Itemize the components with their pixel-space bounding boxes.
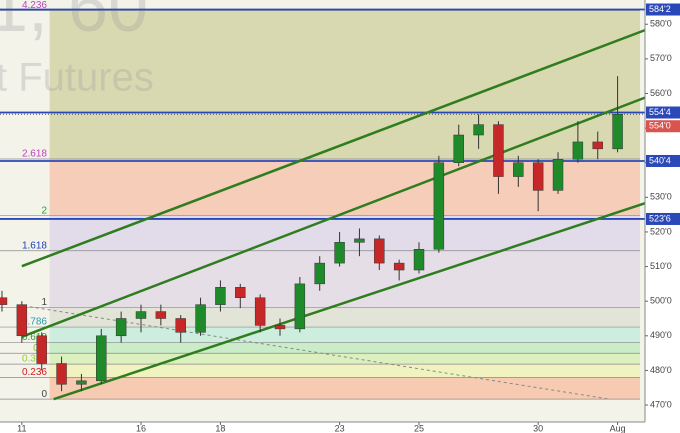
level-label: 523'6 bbox=[649, 213, 671, 223]
candle-body bbox=[572, 141, 584, 160]
candle-body bbox=[612, 113, 623, 150]
fib-zone bbox=[49, 353, 640, 365]
candle-body bbox=[294, 283, 306, 330]
fib-label: 0.786 bbox=[22, 317, 47, 328]
candle-body bbox=[393, 262, 405, 271]
candle-body bbox=[314, 262, 325, 285]
fib-zone bbox=[49, 364, 640, 378]
channel-line bbox=[21, 96, 646, 339]
y-tick-label: 510'0 bbox=[650, 261, 672, 271]
y-tick-label: 500'0 bbox=[650, 296, 672, 306]
candle-body bbox=[532, 162, 544, 191]
watermark: t Futures bbox=[0, 56, 154, 100]
level-label: 540'4 bbox=[649, 155, 671, 165]
y-tick-label: 570'0 bbox=[650, 53, 672, 63]
fib-label: 2.618 bbox=[22, 149, 47, 160]
candle-body bbox=[235, 287, 246, 298]
fib-zone bbox=[49, 158, 640, 216]
fib-zone bbox=[49, 377, 640, 400]
y-tick-label: 470'0 bbox=[650, 399, 672, 409]
fib-label: 0.236 bbox=[22, 367, 47, 378]
fib-label: 1 bbox=[41, 297, 47, 308]
channel-line bbox=[21, 28, 646, 268]
fib-zone bbox=[49, 10, 640, 159]
y-tick-label: 560'0 bbox=[650, 88, 672, 98]
candle-body bbox=[513, 162, 524, 177]
x-tick-label: 11 bbox=[17, 423, 26, 433]
candle-body bbox=[96, 335, 107, 382]
candle-body bbox=[254, 297, 266, 326]
fib-zone bbox=[49, 327, 640, 343]
fib-label: 0 bbox=[41, 389, 47, 400]
fib-label: 1.618 bbox=[22, 240, 47, 251]
candle-body bbox=[274, 325, 286, 330]
candle-body bbox=[175, 318, 186, 333]
candle-body bbox=[374, 238, 385, 264]
candle-body bbox=[16, 304, 28, 337]
fib-zone bbox=[49, 215, 640, 251]
candle-body bbox=[36, 335, 47, 364]
y-tick-label: 480'0 bbox=[650, 365, 672, 375]
candle-body bbox=[493, 124, 504, 177]
candle-body bbox=[56, 363, 67, 385]
level-label: 554'4 bbox=[649, 107, 671, 117]
level-box bbox=[646, 154, 680, 167]
candle-body bbox=[413, 249, 425, 271]
candle-body bbox=[473, 124, 484, 136]
x-tick-label: 25 bbox=[414, 423, 424, 433]
level-box bbox=[646, 106, 680, 119]
candle-body bbox=[433, 162, 445, 250]
y-tick-label: 530'0 bbox=[650, 192, 672, 202]
fib-label: 4.236 bbox=[22, 0, 47, 11]
candle-body bbox=[195, 304, 206, 333]
candle-body bbox=[215, 287, 226, 305]
watermark: 1, 60 bbox=[0, 0, 148, 47]
last-price-label: 554'0 bbox=[649, 121, 671, 131]
x-tick-label: 30 bbox=[533, 423, 543, 433]
candle-body bbox=[453, 134, 464, 163]
level-label: 584'2 bbox=[649, 4, 671, 14]
last-price-box bbox=[646, 120, 680, 133]
x-tick-label: 23 bbox=[335, 423, 345, 433]
candle-body bbox=[76, 380, 87, 385]
y-tick-label: 490'0 bbox=[650, 330, 672, 340]
x-axis-area bbox=[0, 422, 645, 433]
level-box bbox=[646, 3, 680, 16]
fib-zone bbox=[49, 250, 640, 308]
candle-body bbox=[592, 141, 603, 150]
fib-label: 0.382 bbox=[22, 354, 47, 365]
candle-body bbox=[334, 242, 345, 264]
candle-body bbox=[0, 297, 8, 305]
fib-label: 0.618 bbox=[22, 332, 47, 343]
y-tick-label: 580'0 bbox=[650, 19, 672, 29]
x-tick-label: 18 bbox=[215, 423, 225, 433]
trend-line bbox=[29, 306, 610, 400]
candle-body bbox=[115, 318, 127, 337]
x-tick-label: 16 bbox=[136, 423, 146, 433]
candle-body bbox=[155, 311, 167, 319]
level-box bbox=[646, 212, 680, 225]
candle-body bbox=[552, 158, 564, 191]
fib-label: 2 bbox=[41, 205, 47, 216]
y-tick-label: 520'0 bbox=[650, 226, 672, 236]
channel-line bbox=[53, 202, 646, 401]
candle-body bbox=[135, 311, 147, 319]
fib-zone bbox=[49, 342, 640, 354]
candle-body bbox=[354, 238, 365, 243]
x-tick-label: Aug bbox=[610, 423, 626, 433]
